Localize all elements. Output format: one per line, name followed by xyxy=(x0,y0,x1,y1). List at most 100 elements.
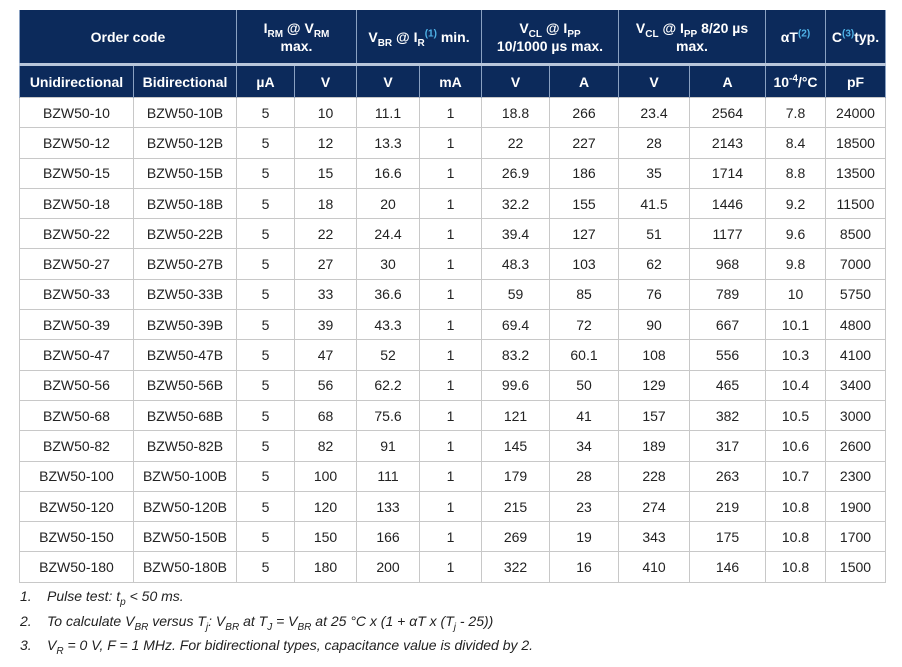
table-cell: 59 xyxy=(481,278,550,311)
table-cell: BZW50-68B xyxy=(133,399,237,432)
column-unit-header: V xyxy=(481,64,550,98)
table-cell: 13.3 xyxy=(356,127,420,159)
text-segment: = 0 V, F = 1 MHz. For bidirectional type… xyxy=(63,637,534,653)
table-cell: BZW50-18 xyxy=(19,187,134,220)
table-cell: 30 xyxy=(356,248,420,280)
table-cell: BZW50-22B xyxy=(133,218,237,250)
text-segment: max. xyxy=(280,37,313,54)
table-row: BZW50-47 BZW50-47B 5 47 52 1 83.2 60.1 108 556 10.… xyxy=(19,339,886,371)
table-cell: 322 xyxy=(481,551,550,583)
table-cell: 5 xyxy=(236,490,295,523)
table-cell: BZW50-47B xyxy=(133,339,237,371)
table-cell: 18 xyxy=(294,187,357,220)
text-segment: 10 xyxy=(773,73,790,90)
column-unit-header: Unidirectional xyxy=(19,64,134,98)
table-cell: 179 xyxy=(481,460,550,492)
table-cell: 48.3 xyxy=(481,248,550,280)
table-cell: 60.1 xyxy=(549,339,619,371)
text-segment: pF xyxy=(846,73,865,90)
text-segment: min. xyxy=(436,28,470,45)
table-cell: 200 xyxy=(356,551,420,583)
column-group-header: Order code xyxy=(19,10,237,66)
text-segment: at T xyxy=(239,612,268,629)
table-cell: 4800 xyxy=(825,309,886,341)
table-cell: 1 xyxy=(419,551,482,583)
table-cell: 5 xyxy=(236,399,295,432)
table-cell: 219 xyxy=(689,490,766,523)
table-cell: BZW50-100B xyxy=(133,460,237,492)
table-row: BZW50-120 BZW50-120B 5 120 133 1 215 23 274 219 10… xyxy=(19,490,886,523)
table-cell: 5 xyxy=(236,218,295,250)
text-segment: : V xyxy=(208,612,226,629)
text-segment: µA xyxy=(256,73,275,90)
text-segment: BR xyxy=(297,621,312,633)
text-segment: at 25 °C x (1 + αT x (T xyxy=(311,612,454,629)
table-cell: 85 xyxy=(549,278,619,311)
table-cell: 2600 xyxy=(825,430,886,462)
text-segment: versus T xyxy=(148,612,206,629)
column-unit-header: mA xyxy=(419,64,482,98)
table-row: BZW50-15 BZW50-15B 5 15 16.6 1 26.9 186 35 1714 8.… xyxy=(19,157,886,189)
table-row: BZW50-22 BZW50-22B 5 22 24.4 1 39.4 127 51 1177 9.… xyxy=(19,218,886,250)
table-cell: 3000 xyxy=(825,399,886,432)
footnote: 1. Pulse test: tp < 50 ms. xyxy=(20,588,533,613)
column-unit-header: µA xyxy=(236,64,295,98)
table-cell: 228 xyxy=(618,460,690,492)
text-segment: 10/1000 µs max. xyxy=(496,37,604,54)
table-cell: 556 xyxy=(689,339,766,371)
table-cell: 52 xyxy=(356,339,420,371)
table-cell: 69.4 xyxy=(481,309,550,341)
text-segment: Unidirectional xyxy=(29,73,124,90)
table-cell: BZW50-12B xyxy=(133,127,237,159)
table-cell: 1 xyxy=(419,490,482,523)
table-cell: 8500 xyxy=(825,218,886,250)
table-cell: 10.8 xyxy=(765,490,826,523)
table-cell: 2564 xyxy=(689,96,766,129)
text-segment: @ I xyxy=(542,19,568,36)
table-cell: 1700 xyxy=(825,521,886,553)
text-segment: R xyxy=(417,37,425,49)
column-unit-header: Bidirectional xyxy=(133,64,237,98)
column-group-header: C(3)typ. xyxy=(825,10,886,66)
column-unit-header: A xyxy=(549,64,619,98)
table-cell: 1446 xyxy=(689,187,766,220)
table-cell: 10.8 xyxy=(765,521,826,553)
text-segment: PP xyxy=(567,28,581,40)
table-cell: 19 xyxy=(549,521,619,553)
table-cell: 108 xyxy=(618,339,690,371)
table-cell: 9.8 xyxy=(765,248,826,280)
table-cell: BZW50-180 xyxy=(19,551,134,583)
table-cell: 465 xyxy=(689,369,766,401)
table-cell: 39 xyxy=(294,309,357,341)
footnote-text: Pulse test: tp < 50 ms. xyxy=(47,588,184,613)
table-cell: 5 xyxy=(236,551,295,583)
text-segment: p xyxy=(120,596,126,608)
table-cell: 129 xyxy=(618,369,690,401)
table-cell: 4100 xyxy=(825,339,886,371)
table-cell: 11.1 xyxy=(356,96,420,129)
table-cell: 5 xyxy=(236,278,295,311)
table-cell: 5 xyxy=(236,157,295,189)
table-cell: 26.9 xyxy=(481,157,550,189)
table-cell: 120 xyxy=(294,490,357,523)
table-cell: BZW50-150 xyxy=(19,521,134,553)
footnote-text: VR = 0 V, F = 1 MHz. For bidirectional t… xyxy=(47,637,533,662)
table-cell: 1 xyxy=(419,309,482,341)
table-cell: 968 xyxy=(689,248,766,280)
column-group-header: αT(2) xyxy=(765,10,826,66)
table-cell: 34 xyxy=(549,430,619,462)
text-segment: -4 xyxy=(789,72,798,84)
text-segment: CL xyxy=(528,28,542,40)
table-row: BZW50-56 BZW50-56B 5 56 62.2 1 99.6 50 129 465 10.… xyxy=(19,369,886,401)
table-cell: 5 xyxy=(236,187,295,220)
table-cell: BZW50-10 xyxy=(19,96,134,129)
footnote-number: 1. xyxy=(20,588,32,604)
table-cell: 20 xyxy=(356,187,420,220)
table-row: BZW50-82 BZW50-82B 5 82 91 1 145 34 189 317 10.6 26… xyxy=(19,430,886,462)
table-cell: 1 xyxy=(419,460,482,492)
table-cell: 16.6 xyxy=(356,157,420,189)
text-segment: (2) xyxy=(797,27,811,39)
table-cell: 10.4 xyxy=(765,369,826,401)
table-cell: 7000 xyxy=(825,248,886,280)
table-cell: 18500 xyxy=(825,127,886,159)
